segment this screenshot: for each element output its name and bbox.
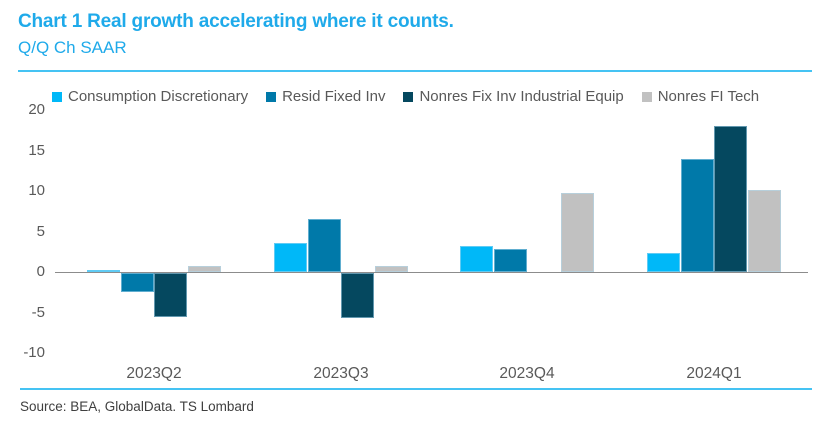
- bar-2023Q3-series-3: [341, 273, 374, 318]
- x-axis-label-2023Q3: 2023Q3: [313, 365, 369, 382]
- legend-swatch-icon: [266, 91, 277, 102]
- y-axis-tick-label: -5: [31, 303, 45, 321]
- legend-swatch-icon: [403, 91, 414, 102]
- footer-divider: [20, 388, 812, 390]
- legend-item-3: Nonres Fix Inv Industrial Equip: [403, 88, 624, 105]
- bar-2023Q2-series-4: [188, 266, 221, 272]
- y-axis-tick-label: 15: [28, 141, 45, 159]
- source-note: Source: BEA, GlobalData. TS Lombard: [20, 399, 254, 414]
- bar-2023Q3-series-4: [375, 266, 408, 272]
- bar-2024Q1-series-2: [681, 159, 714, 272]
- x-axis-label-2024Q1: 2024Q1: [686, 365, 742, 382]
- legend-label: Nonres FI Tech: [657, 88, 760, 105]
- bar-2024Q1-series-3: [714, 126, 747, 272]
- x-axis-label-2023Q4: 2023Q4: [499, 365, 555, 382]
- bar-2024Q1-series-1: [647, 253, 680, 272]
- y-axis-tick-label: 5: [36, 222, 45, 240]
- y-axis-tick-label: 0: [36, 263, 45, 280]
- y-axis-tick-label: -10: [23, 344, 45, 361]
- chart-subtitle: Q/Q Ch SAAR: [18, 38, 127, 57]
- legend-label: Consumption Discretionary: [68, 88, 249, 105]
- bar-2023Q2-series-3: [154, 273, 187, 317]
- chart-legend: Consumption Discretionary Resid Fixed Inv…: [52, 88, 759, 105]
- legend-label: Nonres Fix Inv Industrial Equip: [419, 88, 624, 105]
- bar-2023Q4-series-1: [460, 246, 493, 272]
- y-axis-tick-label: 10: [28, 182, 45, 199]
- bar-chart: Consumption Discretionary Resid Fixed Inv…: [0, 85, 830, 388]
- legend-swatch-icon: [641, 91, 652, 102]
- bar-2023Q3-series-2: [308, 219, 341, 272]
- chart-title: Chart 1 Real growth accelerating where i…: [18, 11, 454, 32]
- bar-2024Q1-series-4: [748, 190, 781, 272]
- header-divider: [18, 70, 812, 72]
- bar-2023Q3-series-1: [274, 243, 307, 272]
- legend-item-1: Consumption Discretionary: [52, 88, 248, 105]
- legend-label: Resid Fixed Inv: [282, 88, 386, 105]
- zero-axis-line: [55, 272, 808, 273]
- bar-2023Q2-series-2: [121, 273, 154, 292]
- x-axis-label-2023Q2: 2023Q2: [126, 365, 182, 382]
- bar-2023Q4-series-4: [561, 193, 594, 272]
- bar-2023Q4-series-2: [494, 249, 527, 272]
- legend-item-2: Resid Fixed Inv: [266, 88, 385, 105]
- bar-2023Q2-series-1: [87, 270, 120, 272]
- legend-item-4: Nonres FI Tech: [641, 88, 760, 105]
- legend-swatch-icon: [52, 91, 62, 102]
- y-axis-tick-label: 20: [28, 101, 45, 118]
